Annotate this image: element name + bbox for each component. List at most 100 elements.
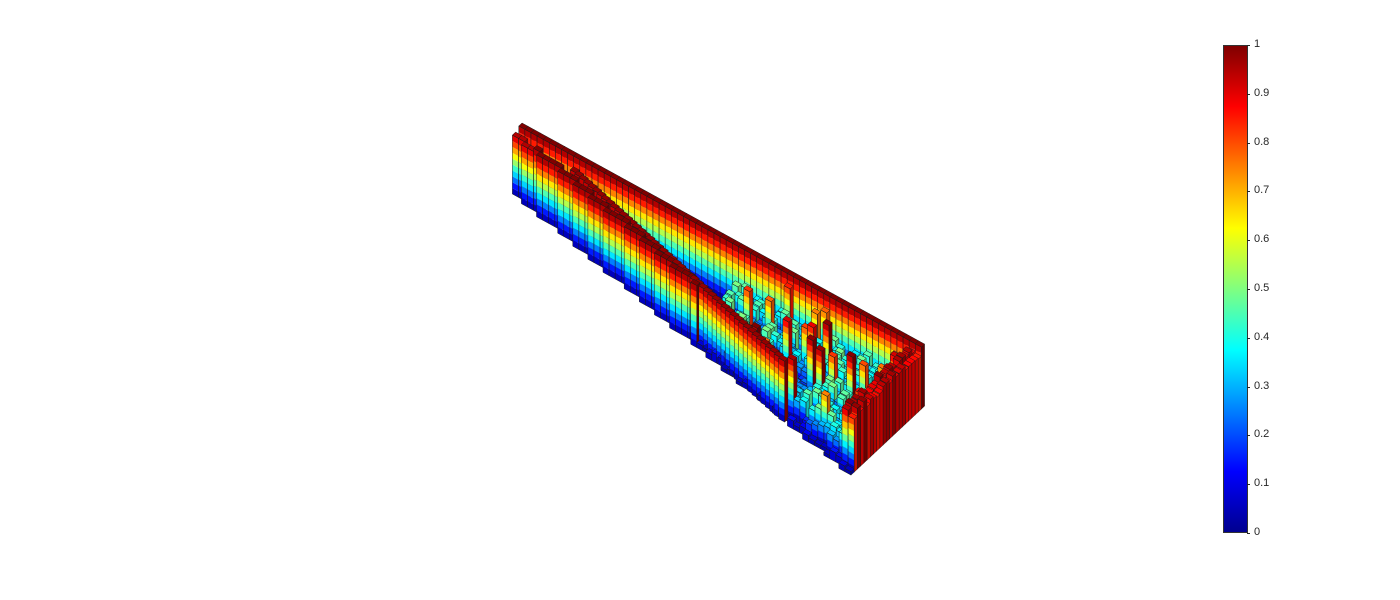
bar-front-face	[660, 305, 667, 316]
bar-front-face	[775, 291, 782, 302]
bar-front-face	[660, 256, 667, 266]
bar-front-face	[527, 195, 534, 205]
bar-front-face	[701, 232, 708, 243]
bar-front-face	[675, 300, 682, 310]
bar-front-face	[527, 148, 534, 158]
bar-front-face	[660, 293, 667, 303]
bar-front-face	[714, 270, 721, 280]
bar-front-face	[665, 237, 672, 247]
bar-front-face	[707, 279, 714, 289]
bar-front-face	[557, 208, 564, 218]
bar-front-face	[630, 279, 637, 290]
bar-front-face	[521, 174, 528, 184]
bar-front-face	[732, 283, 739, 294]
bar-front-face	[799, 286, 806, 296]
bar-front-face	[689, 238, 696, 248]
bar-front-face	[738, 252, 745, 263]
bar-front-face	[695, 235, 702, 246]
bar-front-face	[572, 215, 579, 225]
bar-front-face	[587, 246, 594, 257]
bar-front-face	[512, 188, 519, 198]
bar-front-face	[531, 138, 538, 149]
bar-front-face	[603, 216, 610, 227]
bar-front-face	[743, 294, 750, 305]
bar-front-face	[548, 173, 555, 184]
bar-front-face	[675, 275, 682, 285]
bar-front-face	[671, 209, 678, 220]
bar-front-face	[714, 239, 721, 249]
bar-front-face	[653, 218, 660, 228]
bar-front-face	[689, 257, 696, 267]
bar-front-face	[669, 265, 676, 276]
bar-front-face	[512, 164, 519, 174]
bar-front-face	[622, 182, 629, 193]
bar-front-face	[677, 237, 684, 248]
bar-front-face	[548, 204, 555, 215]
bar-front-face	[639, 283, 646, 293]
bar-front-face	[811, 311, 818, 321]
bar-front-face	[669, 296, 676, 307]
bar-front-face	[594, 237, 601, 248]
bar-front-face	[726, 277, 733, 287]
bar-front-face	[654, 277, 661, 288]
bar-side-face	[911, 360, 916, 419]
bar-front-face	[781, 270, 788, 280]
bar-front-face	[737, 303, 744, 313]
bar-front-face	[604, 172, 611, 183]
bar-front-face	[628, 211, 635, 221]
bar-front-face	[683, 222, 690, 233]
bar-front-face	[536, 179, 543, 190]
bar-front-face	[799, 298, 806, 309]
bar-front-face	[671, 228, 678, 238]
bar-front-face	[669, 303, 676, 313]
bar-front-face	[527, 201, 534, 211]
bar-front-face	[628, 204, 635, 215]
bar-front-face	[654, 302, 661, 312]
bar-front-face	[542, 213, 549, 224]
bar-front-face	[603, 241, 610, 251]
bar-front-face	[726, 264, 733, 275]
bar-front-face	[720, 242, 727, 253]
bar-front-face	[695, 229, 702, 239]
bar-front-face	[603, 235, 610, 245]
bar-front-face	[531, 132, 538, 143]
bar-front-face	[677, 213, 684, 223]
bar-front-face	[762, 278, 769, 289]
bar-front-face	[732, 243, 739, 253]
bar-side-face	[914, 357, 919, 416]
bar-front-face	[561, 149, 568, 159]
bar-front-face	[587, 215, 594, 226]
bar-front-face	[744, 249, 751, 260]
bar-front-face	[720, 261, 727, 271]
bar-front-face	[628, 198, 635, 209]
bar-front-face	[726, 258, 733, 269]
bar-front-face	[714, 264, 721, 274]
bar-front-face	[762, 284, 769, 295]
bar-front-face	[645, 267, 652, 278]
bar-front-face	[512, 135, 519, 145]
bar-front-face	[669, 272, 676, 282]
bar-front-face	[689, 232, 696, 242]
bar-front-face	[646, 227, 653, 237]
bar-front-face	[512, 182, 519, 192]
bar-front-face	[671, 215, 678, 226]
bar-front-face	[793, 276, 800, 287]
bar-front-face	[573, 156, 580, 166]
bar-front-face	[512, 152, 519, 163]
bar-front-face	[594, 244, 601, 254]
bar-front-face	[738, 259, 745, 269]
bar-front-face	[720, 286, 727, 296]
bar-front-face	[536, 210, 543, 221]
bar-front-face	[720, 273, 727, 284]
bar-front-face	[527, 165, 534, 176]
bar-front-face	[677, 219, 684, 229]
bar-front-face	[660, 268, 667, 279]
bar-front-face	[701, 238, 708, 249]
bar-front-face	[572, 240, 579, 250]
bar-front-face	[681, 322, 688, 332]
bar-front-face	[653, 205, 660, 216]
bar-front-face	[615, 266, 622, 277]
bar-front-face	[563, 205, 570, 216]
bar-front-face	[695, 223, 702, 233]
